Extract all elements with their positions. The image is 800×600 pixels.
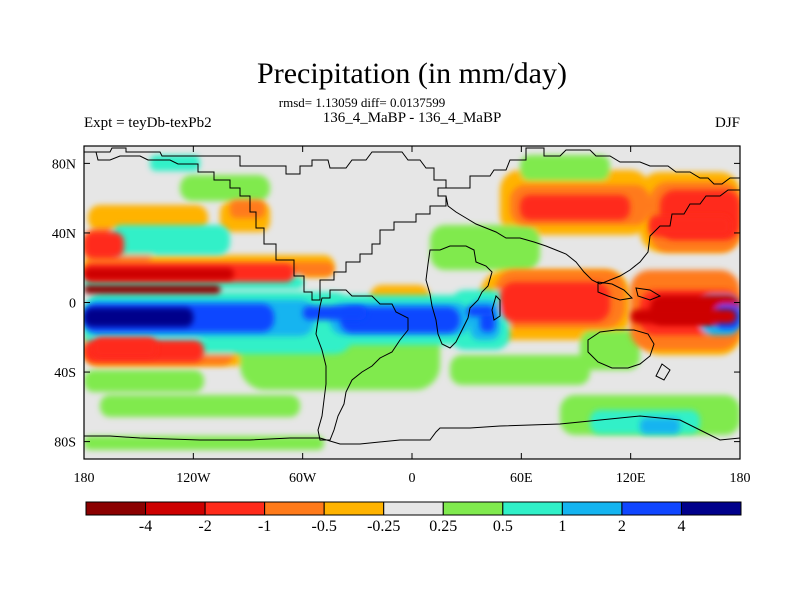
colorbar-box	[561, 501, 623, 516]
colorbar-box	[323, 501, 385, 516]
precipitation-field	[84, 155, 740, 450]
anomaly-region	[88, 205, 208, 231]
anomaly-region	[520, 195, 630, 220]
anomaly-region	[340, 307, 460, 333]
anomaly-region	[110, 225, 230, 255]
colorbar-box	[680, 501, 742, 516]
stats-label: rmsd= 1.13059 diff= 0.0137599	[279, 95, 445, 110]
colorbar-box	[502, 501, 563, 516]
data-features	[84, 215, 737, 359]
y-tick-label: 80S	[54, 436, 76, 451]
anomaly-region	[640, 418, 680, 434]
colorbar-level-label: -4	[139, 518, 152, 535]
x-tick-label: 60W	[289, 471, 317, 486]
colorbar-box	[383, 501, 444, 516]
anomaly-region	[100, 395, 300, 417]
anomaly-region	[84, 232, 124, 258]
anomaly-region	[84, 370, 204, 392]
chart-subtitle: 136_4_MaBP - 136_4_MaBP	[323, 110, 502, 126]
x-tick-label: 60E	[510, 471, 533, 486]
x-tick-label: 120W	[176, 471, 211, 486]
anomaly-region	[230, 200, 265, 218]
feature-south-atlantic-max	[302, 305, 367, 320]
colorbar-level-label: 0.25	[429, 518, 457, 535]
colorbar-level-label: -1	[258, 518, 271, 535]
anomaly-region	[520, 155, 610, 181]
feature-pacific-south-dipole-max	[84, 307, 194, 327]
y-tick-label: 40S	[54, 366, 76, 381]
anomaly-region	[84, 268, 234, 280]
anomaly-region	[430, 225, 540, 270]
colorbar-level-label: 4	[677, 518, 685, 535]
anomaly-region	[480, 312, 495, 332]
colorbar-level-label: -0.5	[312, 518, 337, 535]
x-tick-label: 180	[74, 471, 95, 486]
feature-indian-ocean-max	[466, 305, 494, 317]
chart-title: Precipitation (in mm/day)	[257, 57, 567, 90]
colorbar-box	[145, 501, 206, 516]
anomaly-region	[180, 175, 270, 201]
colorbar-level-label: 2	[618, 518, 626, 535]
season-label: DJF	[715, 115, 740, 131]
colorbar-level-label: 0.5	[493, 518, 513, 535]
y-tick-label: 80N	[52, 157, 76, 172]
colorbar-level-label: -0.25	[367, 518, 400, 535]
anomaly-region	[580, 330, 640, 370]
anomaly-region	[500, 282, 610, 322]
colorbar-box	[264, 501, 325, 516]
map-panel	[83, 145, 741, 460]
x-tick-label: 120E	[616, 471, 646, 486]
colorbar-box	[621, 501, 682, 516]
x-axis: 180 120W 60W 0 60E 120E 180	[74, 146, 751, 486]
x-tick-label: 0	[409, 471, 416, 486]
colorbar-level-label: -2	[198, 518, 211, 535]
feature-south-pacific-min	[93, 337, 157, 359]
y-axis: 80N 40N 0 40S 80S	[52, 157, 740, 451]
colorbar-box	[85, 501, 147, 516]
colorbar: -4 -2 -1 -0.5 -0.25 0.25 0.5 1 2 4	[85, 501, 742, 535]
x-tick-label: 180	[730, 471, 751, 486]
experiment-label: Expt = teyDb-texPb2	[84, 115, 212, 131]
y-tick-label: 40N	[52, 227, 76, 242]
colorbar-box	[204, 501, 266, 516]
colorbar-level-label: 1	[558, 518, 566, 535]
feature-west-pacific-min	[630, 309, 737, 324]
feature-north-pacific-storm-min	[648, 215, 731, 237]
colorbar-box	[442, 501, 504, 516]
feature-pacific-north-itcz-min	[84, 285, 221, 294]
y-tick-label: 0	[69, 297, 76, 312]
anomaly-region	[450, 355, 590, 385]
